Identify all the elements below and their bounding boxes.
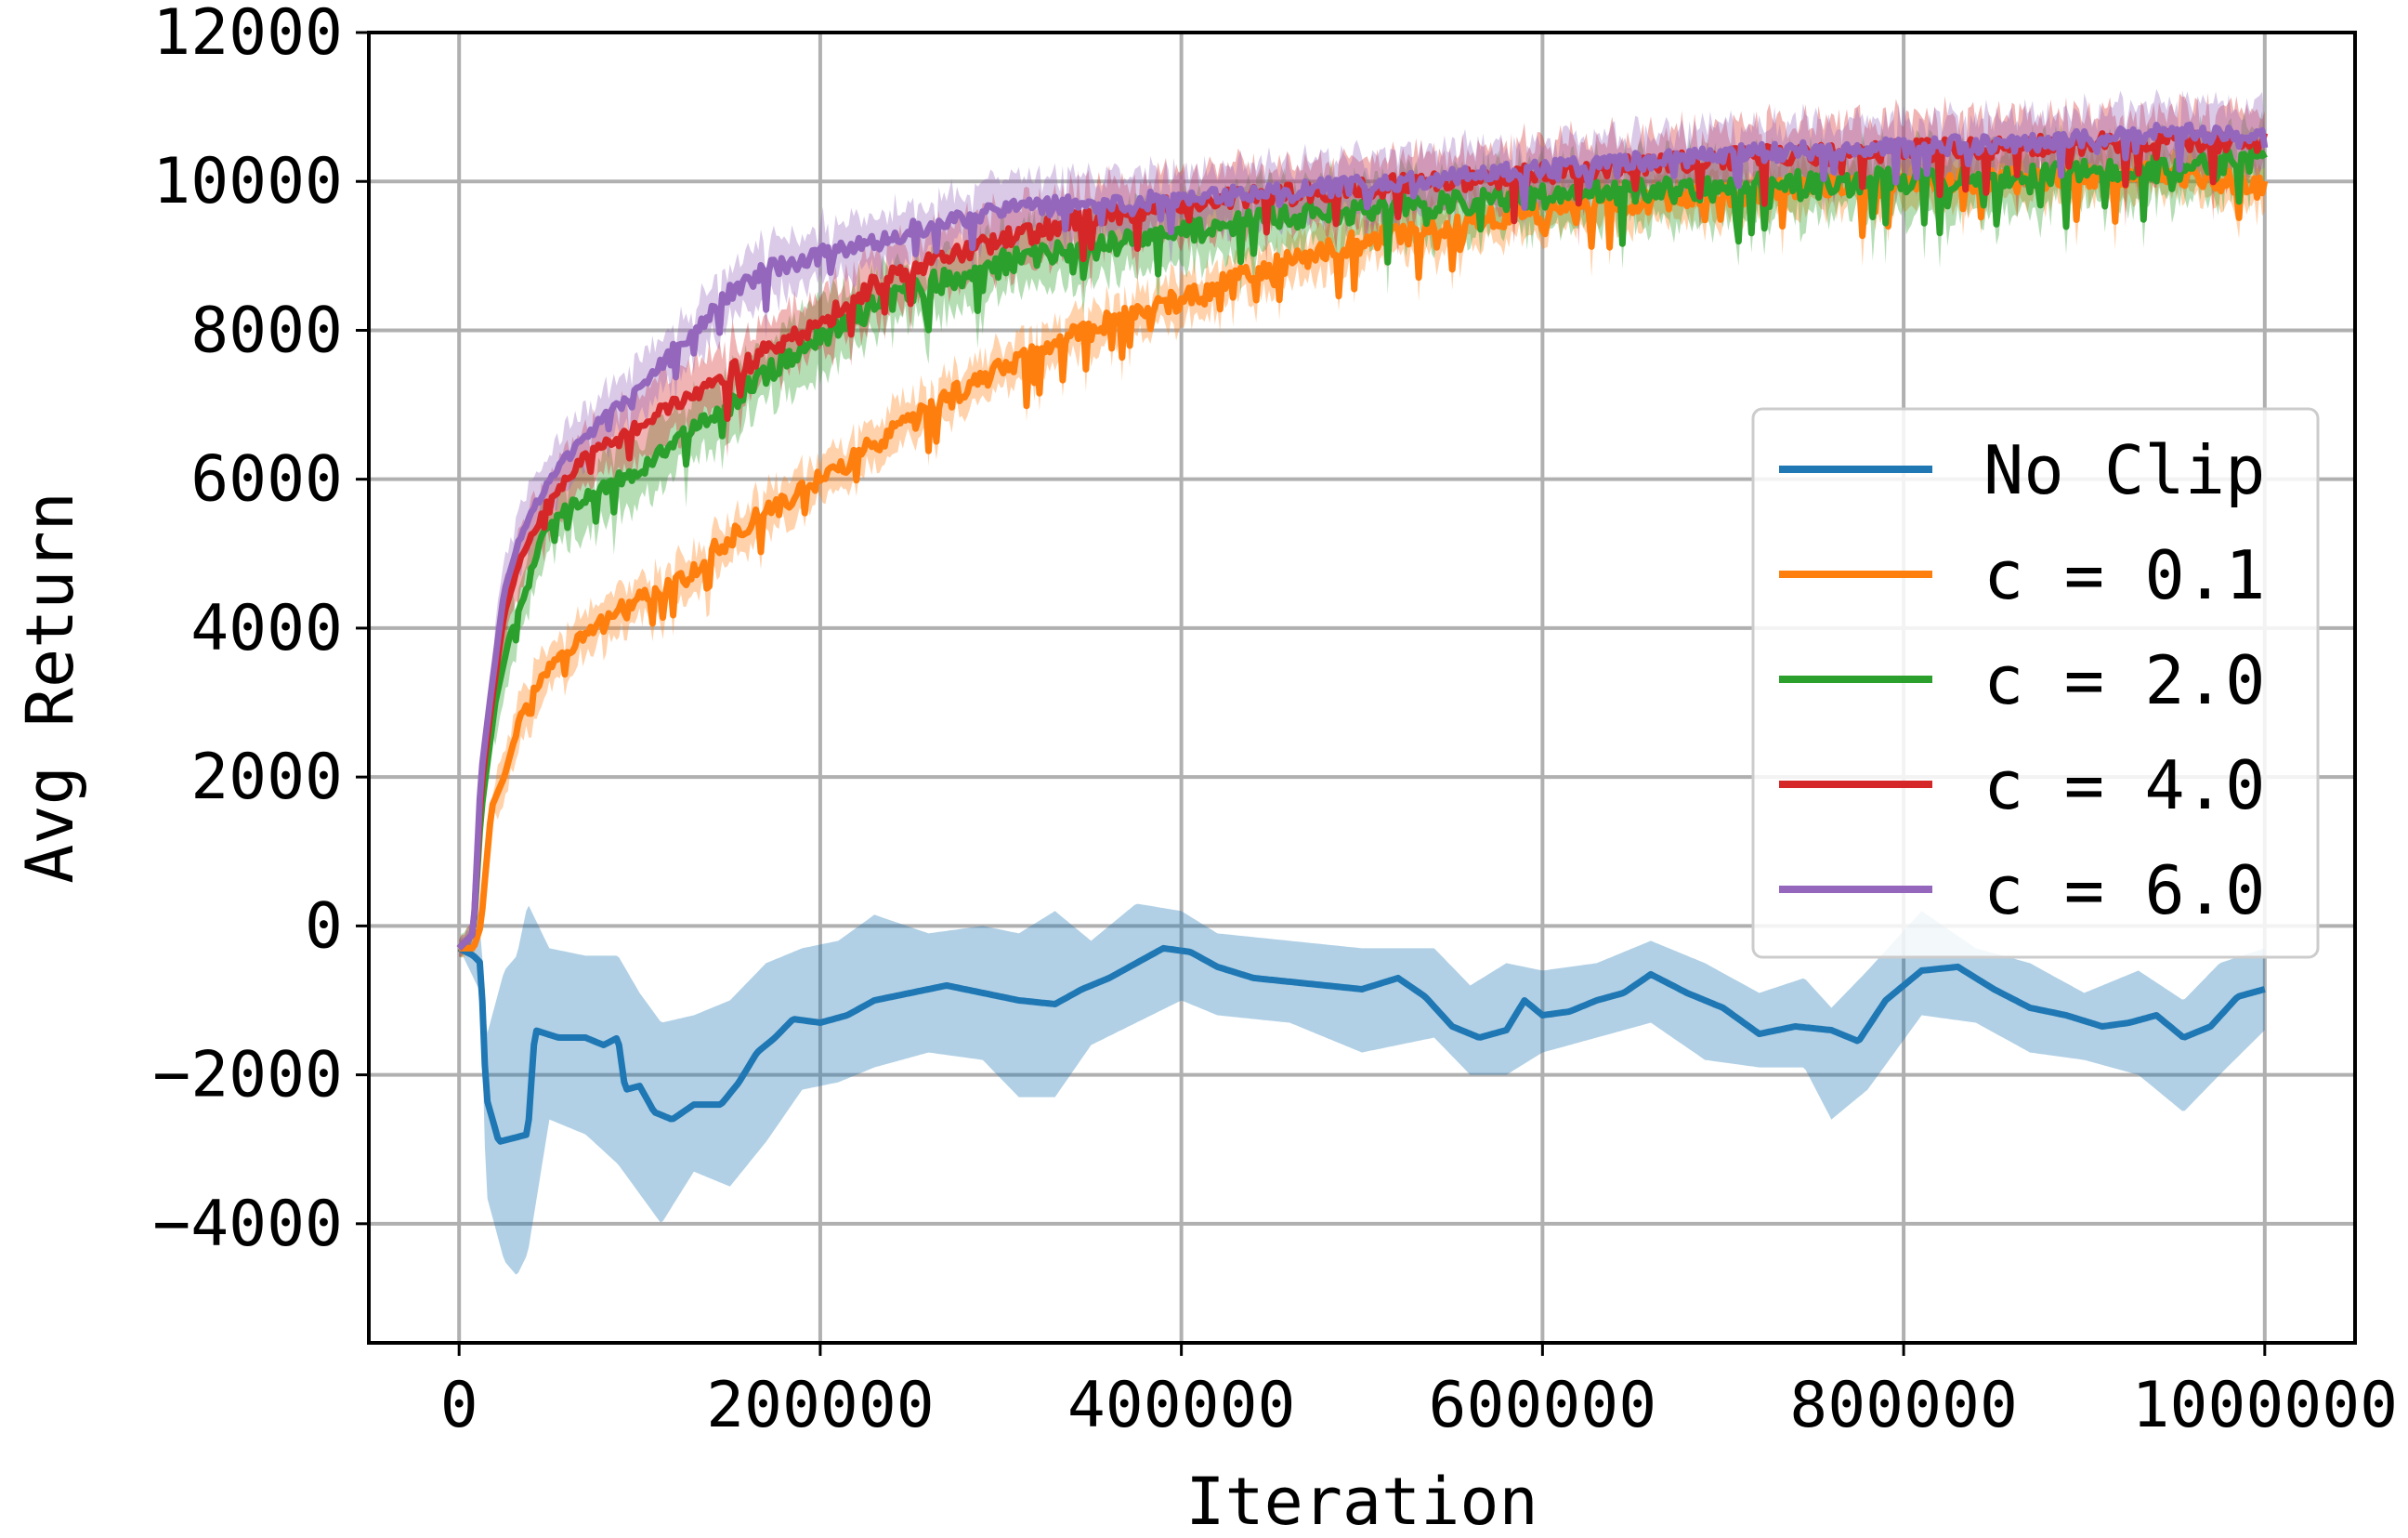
y-tick-label: 10000 xyxy=(152,145,343,218)
y-tick-label: 8000 xyxy=(190,294,343,367)
y-tick-label: 0 xyxy=(305,889,343,963)
legend: No Clip c = 0.1 c = 2.0 c = 4.0 c = 6.0 xyxy=(1751,407,2320,959)
axis-ticks: 0 200000 400000 600000 800000 1000000 −4000 −20… xyxy=(152,0,2398,1442)
legend-box xyxy=(1751,407,2320,959)
x-tick-label: 200000 xyxy=(706,1369,935,1442)
series-line xyxy=(456,121,2269,951)
x-tick-label: 600000 xyxy=(1429,1369,1657,1442)
y-tick-label: −2000 xyxy=(152,1039,343,1112)
y-tick-label: −4000 xyxy=(152,1188,343,1261)
x-tick-label: 400000 xyxy=(1067,1369,1296,1442)
legend-label: c = 0.1 xyxy=(1983,536,2265,614)
series-lines xyxy=(456,121,2269,1145)
legend-label: c = 2.0 xyxy=(1983,641,2265,719)
confidence-bands xyxy=(459,88,2265,1275)
plot-frame xyxy=(367,31,2357,1345)
series-band xyxy=(459,903,2265,1275)
series-band xyxy=(459,93,2265,957)
x-axis-label: Iteration xyxy=(1185,1464,1538,1533)
legend-label: No Clip xyxy=(1983,431,2265,509)
x-tick-label: 0 xyxy=(440,1369,478,1442)
x-tick-label: 800000 xyxy=(1789,1369,2018,1442)
x-tick-label: 1000000 xyxy=(2132,1369,2399,1442)
legend-label: c = 4.0 xyxy=(1983,746,2265,824)
legend-label: c = 6.0 xyxy=(1983,851,2265,929)
series-line xyxy=(457,944,2266,1145)
y-axis-label: Avg Return xyxy=(12,492,88,883)
series-line xyxy=(458,160,2269,952)
y-tick-label: 12000 xyxy=(152,0,343,70)
y-tick-label: 6000 xyxy=(190,443,343,517)
y-tick-label: 2000 xyxy=(190,741,343,814)
y-tick-label: 4000 xyxy=(190,592,343,665)
